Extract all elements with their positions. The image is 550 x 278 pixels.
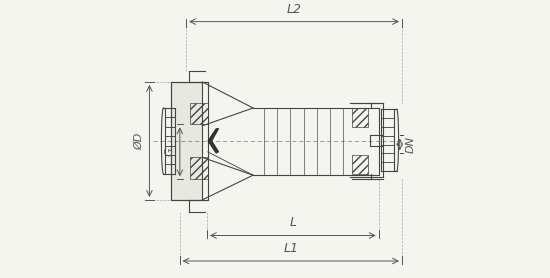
- Text: ØD: ØD: [134, 132, 144, 150]
- Text: L1: L1: [283, 242, 298, 255]
- Text: G: G: [165, 148, 175, 156]
- Text: L: L: [289, 217, 296, 229]
- Text: DN: DN: [406, 136, 416, 153]
- Polygon shape: [208, 128, 219, 153]
- Bar: [171, 82, 202, 200]
- Text: L2: L2: [287, 3, 301, 16]
- Bar: [171, 82, 208, 200]
